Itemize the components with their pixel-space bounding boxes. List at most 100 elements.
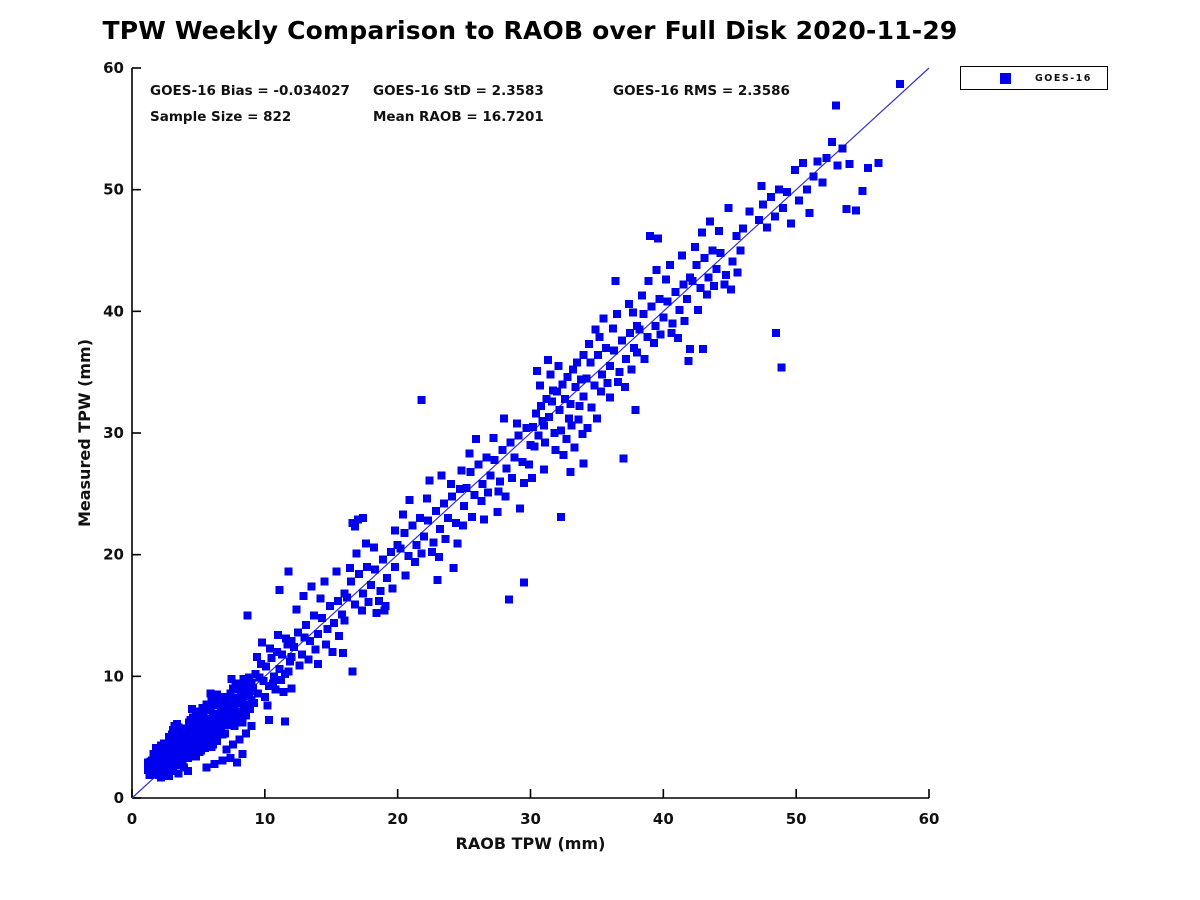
scatter-point xyxy=(592,414,601,423)
scatter-point xyxy=(275,665,284,673)
scatter-point xyxy=(157,764,166,773)
scatter-point xyxy=(499,414,508,423)
scatter-point xyxy=(684,357,693,366)
scatter-point xyxy=(250,699,259,708)
scatter-point xyxy=(258,638,267,647)
scatter-point xyxy=(591,325,600,334)
scatter-point xyxy=(328,648,337,656)
scatter-point xyxy=(721,270,730,279)
scatter-point xyxy=(247,678,256,687)
scatter-point xyxy=(436,525,445,534)
scatter-point xyxy=(189,724,198,733)
scatter-point xyxy=(559,450,568,459)
stat-sample-size-text: Sample Size = 822 xyxy=(150,109,292,125)
scatter-point xyxy=(351,600,360,609)
scatter-point xyxy=(417,396,426,405)
scatter-point xyxy=(332,567,341,576)
y-tick-label: 20 xyxy=(103,546,124,564)
scatter-point xyxy=(270,672,279,681)
scatter-point xyxy=(432,506,441,515)
scatter-point xyxy=(159,739,168,748)
scatter-point xyxy=(727,285,736,294)
scatter-point xyxy=(547,397,556,406)
scatter-point xyxy=(236,688,245,697)
scatter-point xyxy=(518,458,527,467)
scatter-point xyxy=(340,616,349,625)
scatter-point xyxy=(238,750,247,759)
scatter-point xyxy=(457,466,466,475)
scatter-point xyxy=(786,219,795,228)
scatter-point xyxy=(704,273,713,282)
scatter-point xyxy=(618,336,627,345)
scatter-point xyxy=(177,756,186,765)
scatter-point xyxy=(513,419,522,428)
scatter-point xyxy=(643,332,652,341)
scatter-point xyxy=(287,637,296,645)
scatter-point xyxy=(194,718,203,727)
scatter-point xyxy=(490,455,499,464)
scatter-point xyxy=(874,158,883,167)
scatter-point xyxy=(493,508,502,517)
scatter-point xyxy=(612,309,621,318)
scatter-point xyxy=(535,381,544,390)
scatter-point xyxy=(673,334,682,343)
scatter-point xyxy=(252,652,261,661)
scatter-point xyxy=(611,276,620,285)
scatter-point xyxy=(263,701,272,710)
scatter-point xyxy=(210,759,219,768)
scatter-point xyxy=(527,474,536,482)
scatter-point xyxy=(631,405,640,414)
scatter-point xyxy=(858,186,867,195)
scatter-point xyxy=(329,618,338,627)
scatter-point xyxy=(165,772,174,781)
scatter-point xyxy=(772,329,781,338)
scatter-point xyxy=(282,634,291,643)
scatter-point xyxy=(339,649,348,658)
scatter-point xyxy=(691,242,700,251)
scatter-point xyxy=(304,655,313,664)
scatter-point xyxy=(667,329,676,338)
scatter-point xyxy=(345,564,354,572)
scatter-point xyxy=(477,497,486,506)
scatter-point xyxy=(770,212,779,221)
scatter-point xyxy=(705,217,714,226)
scatter-point xyxy=(720,280,729,289)
scatter-point xyxy=(838,144,847,153)
scatter-point xyxy=(666,261,674,270)
scatter-point xyxy=(712,264,721,273)
scatter-point xyxy=(295,661,304,670)
stat-std-text: GOES-16 StD = 2.3583 xyxy=(373,83,544,99)
scatter-point xyxy=(575,402,584,411)
scatter-point xyxy=(372,609,381,618)
scatter-point xyxy=(646,231,655,240)
scatter-point xyxy=(217,727,225,736)
scatter-point xyxy=(766,193,775,201)
scatter-point xyxy=(232,758,241,767)
scatter-point xyxy=(307,582,316,591)
scatter-point xyxy=(264,716,273,725)
scatter-point xyxy=(218,719,227,728)
scatter-point xyxy=(287,684,296,693)
scatter-point xyxy=(190,734,199,743)
scatter-point xyxy=(347,577,356,586)
scatter-point xyxy=(453,539,462,548)
scatter-point xyxy=(149,761,158,770)
scatter-point xyxy=(441,534,450,543)
scatter-point xyxy=(206,689,215,698)
scatter-point xyxy=(300,633,309,642)
scatter-point xyxy=(183,738,192,746)
scatter-point xyxy=(444,514,453,523)
scatter-point xyxy=(151,753,160,762)
scatter-point xyxy=(842,205,851,214)
scatter-point xyxy=(198,738,207,746)
scatter-point xyxy=(558,380,567,389)
scatter-point xyxy=(215,711,224,720)
scatter-point xyxy=(359,514,368,523)
scatter-point xyxy=(333,596,342,605)
scatter-point xyxy=(586,358,595,367)
scatter-point xyxy=(703,290,712,299)
scatter-point xyxy=(223,721,232,729)
scatter-point xyxy=(357,606,366,615)
scatter-point xyxy=(688,276,697,285)
scatter-point xyxy=(325,601,334,610)
